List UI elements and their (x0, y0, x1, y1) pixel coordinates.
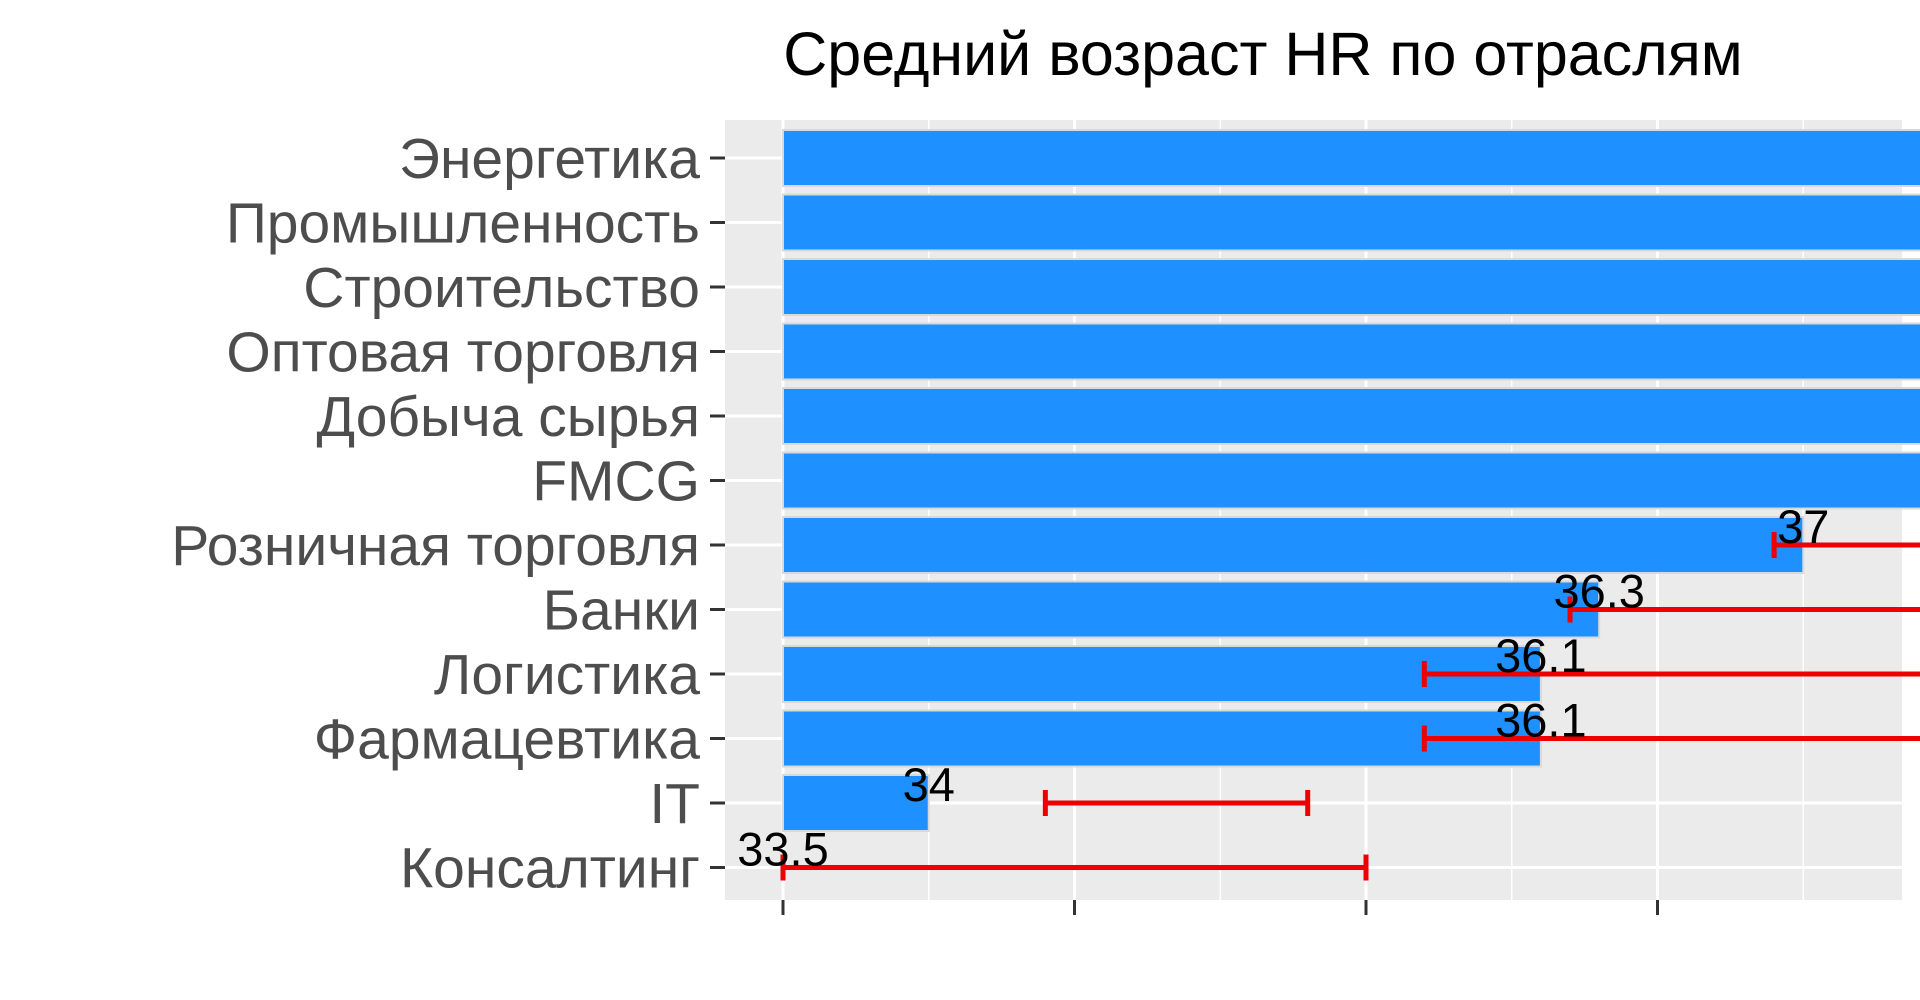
category-label: Добыча сырья (316, 385, 700, 449)
bar (782, 709, 1542, 768)
bar (782, 774, 930, 832)
category-label: Розничная торговля (171, 514, 700, 578)
data-label: 36.1 (1495, 694, 1586, 747)
bar (782, 387, 1920, 445)
category-label: Логистика (434, 643, 700, 707)
category-label: FMCG (532, 450, 700, 514)
bar (782, 451, 1920, 510)
bar (782, 193, 1920, 252)
category-label: Банки (543, 579, 700, 643)
data-label: 33.5 (737, 823, 828, 876)
error-bars (780, 532, 1920, 881)
category-label: IT (649, 772, 700, 836)
bar (782, 516, 1805, 574)
data-label: 37 (1777, 500, 1829, 553)
bar (782, 322, 1920, 381)
x-axis (781, 900, 1659, 915)
category-label: Строительство (303, 256, 700, 320)
category-label: Фармацевтика (314, 708, 700, 772)
bars (782, 129, 1920, 832)
bar (782, 645, 1542, 703)
category-label: Промышленность (226, 192, 700, 256)
data-label: 34 (903, 758, 955, 811)
bar (782, 129, 1920, 187)
value-labels: 41.240.640.539.539.337.83736.336.136.134… (737, 500, 1829, 876)
category-label: Энергетика (399, 127, 700, 191)
bar (782, 580, 1601, 639)
data-label: 36.1 (1495, 629, 1586, 682)
data-label: 36.3 (1553, 565, 1644, 618)
category-label: Оптовая торговля (226, 321, 700, 385)
chart-title: Средний возраст HR по отраслям (783, 20, 1743, 88)
category-label: Консалтинг (400, 837, 700, 901)
bar (782, 258, 1920, 316)
y-axis: ЭнергетикаПромышленностьСтроительствоОпт… (171, 127, 725, 901)
